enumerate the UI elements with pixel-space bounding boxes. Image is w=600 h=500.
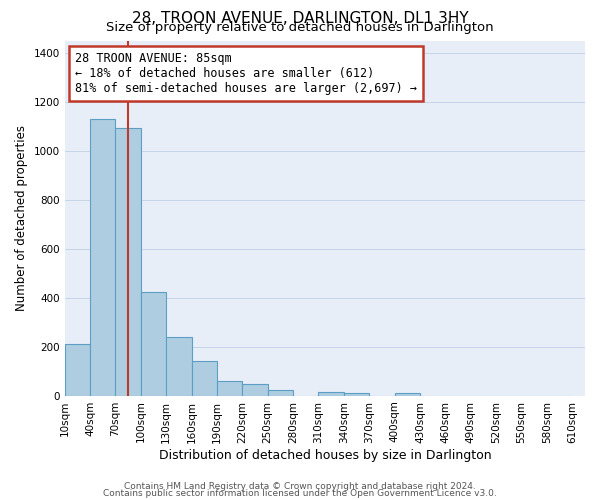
Y-axis label: Number of detached properties: Number of detached properties [15,126,28,312]
Bar [268,390,293,396]
Bar [344,393,369,396]
Text: Contains HM Land Registry data © Crown copyright and database right 2024.: Contains HM Land Registry data © Crown c… [124,482,476,491]
Bar [319,392,344,396]
Bar [395,393,420,396]
Text: Size of property relative to detached houses in Darlington: Size of property relative to detached ho… [106,21,494,34]
Bar [65,344,90,396]
Text: 28 TROON AVENUE: 85sqm
← 18% of detached houses are smaller (612)
81% of semi-de: 28 TROON AVENUE: 85sqm ← 18% of detached… [75,52,417,94]
Bar [115,128,141,396]
Bar [242,384,268,396]
Bar [141,292,166,396]
Text: 28, TROON AVENUE, DARLINGTON, DL1 3HY: 28, TROON AVENUE, DARLINGTON, DL1 3HY [131,11,469,26]
Bar [90,120,115,396]
Text: Contains public sector information licensed under the Open Government Licence v3: Contains public sector information licen… [103,488,497,498]
X-axis label: Distribution of detached houses by size in Darlington: Distribution of detached houses by size … [158,450,491,462]
Bar [191,362,217,396]
Bar [166,338,191,396]
Bar [217,381,242,396]
